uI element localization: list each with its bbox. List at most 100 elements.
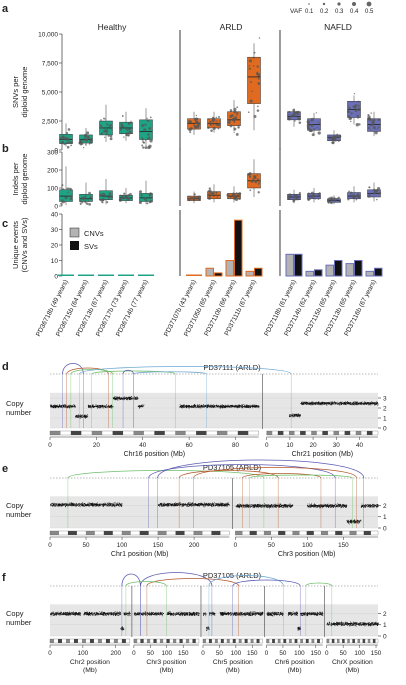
cn-point [238,404,240,406]
cn-point [90,504,91,506]
cn-point [104,406,106,408]
y-axis-label: Copy [6,501,24,510]
sample-point [120,132,123,135]
y-tick-label: 30 [51,227,59,234]
cn-point [141,405,143,407]
cn-point [65,406,67,408]
sv-bar [234,219,243,277]
cn-point [207,406,209,408]
cn-point [184,405,185,407]
cn-point [186,405,187,406]
sample-point [376,198,378,201]
cn-point [247,406,249,408]
sample-point [120,126,123,129]
cn-point [89,503,91,505]
cn-point [76,415,78,417]
box [247,56,261,104]
cn-point [109,503,111,504]
cn-point [216,504,217,506]
sample-point [353,105,357,109]
cn-point [202,406,203,408]
cn-point [353,402,355,404]
cn-point [206,503,207,504]
cn-point [80,416,81,418]
cn-point [126,397,128,399]
sample-point [208,118,211,121]
sample-point [141,138,144,141]
cn-point [74,504,75,505]
cn-point [317,403,319,405]
cn-point [223,504,225,506]
cn-point [169,503,171,505]
cn-point [110,407,112,408]
cn-point [209,504,211,506]
cn-point [375,404,377,405]
y-tick-label: 0 [383,425,387,432]
cn-point [224,406,226,408]
cn-point [215,406,217,408]
cn-point [315,403,316,405]
cn-point [108,503,110,505]
cn-point [197,505,198,506]
sample-point [347,104,349,107]
cn-point [98,503,100,505]
sample-point [130,120,132,122]
cn-point [355,403,357,405]
cn-point [180,504,182,505]
cn-point [218,504,220,505]
sample-point [83,200,87,203]
cn-point [297,416,299,417]
cn-point [119,397,121,399]
cn-point [254,405,256,407]
sample-point [80,199,82,202]
cn-point [68,406,70,408]
cn-point [260,506,261,508]
cn-point [84,415,85,417]
cn-point [89,404,91,406]
cn-point [303,403,304,404]
cn-point [208,406,210,408]
cn-point [135,398,137,399]
cn-point [376,506,377,507]
cn-point [229,406,231,408]
cn-point [96,405,98,407]
cn-point [196,407,198,408]
cn-point [53,407,55,409]
sample-point [309,197,311,199]
cn-point [225,405,227,407]
cn-point [351,404,353,406]
sample-point [144,123,147,126]
cnv-bar [245,270,254,277]
cn-point [59,405,61,407]
ideogram-band [216,431,228,435]
cn-point [141,404,143,406]
cn-point [267,506,268,508]
cn-point [254,406,255,408]
cn-point [265,504,267,505]
cn-point [120,503,122,505]
cn-point [52,407,54,409]
cn-point [67,504,68,505]
cn-point [227,405,229,406]
cn-point [331,404,332,405]
cn-point [139,405,140,407]
cn-point [339,403,341,405]
cn-point [241,406,243,407]
cn-point [309,402,311,403]
cn-point [344,401,345,403]
sample-point [85,138,88,141]
cn-point [103,504,104,505]
cn-point [376,404,378,405]
cn-point [202,504,204,506]
cn-point [113,398,115,400]
sample-point [60,141,64,145]
cn-point [296,414,297,415]
cn-point [291,506,293,507]
cn-point [186,407,187,408]
cn-point [285,506,286,508]
cn-point [316,507,317,508]
cn-point [203,407,205,408]
sample-point [148,144,152,148]
cn-point [181,407,183,408]
cn-point [186,405,187,407]
